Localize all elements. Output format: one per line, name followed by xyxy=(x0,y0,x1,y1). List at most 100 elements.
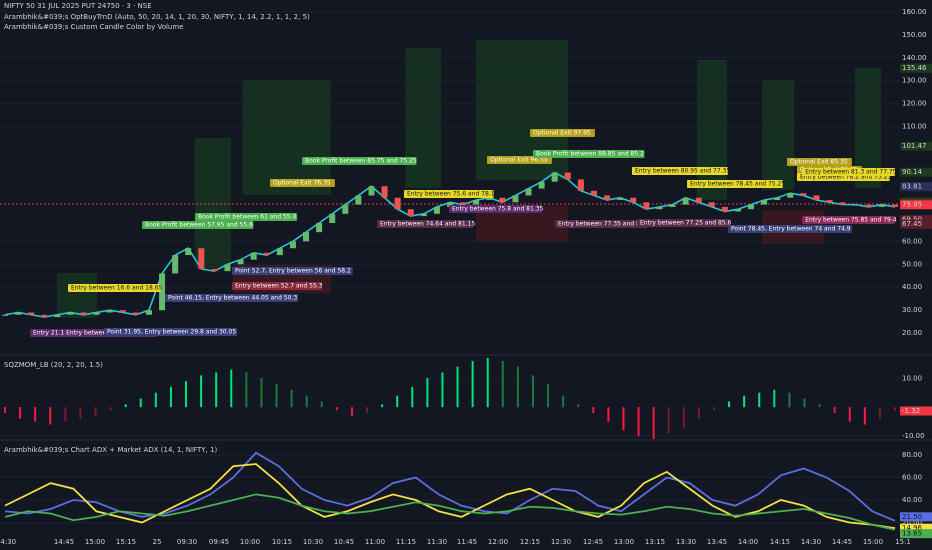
candle xyxy=(2,314,8,316)
momentum-bar xyxy=(79,407,82,419)
x-tick-label: 13:00 xyxy=(614,538,634,546)
momentum-bar xyxy=(94,407,97,416)
momentum-bar xyxy=(456,366,459,408)
price-label-bg xyxy=(900,219,932,229)
indicator-label: Arambhik&#039;s OptBuyTrnD (Auto, 50, 20… xyxy=(4,13,310,21)
price-label: 67.45 xyxy=(902,220,922,228)
y-tick-label: 30.00 xyxy=(902,306,922,314)
annotation: Entry between 77.35 and 81.2 xyxy=(558,221,650,228)
annotation: Entry 21.1 Entry between 21.45 and 23.6 xyxy=(33,330,158,337)
candle xyxy=(525,188,532,196)
momentum-bar xyxy=(758,392,761,408)
annotation: Book Profit between 57.95 and 55.6 xyxy=(145,222,253,229)
momentum-bar xyxy=(682,407,685,428)
y-tick-label: 150.00 xyxy=(902,31,927,39)
candle xyxy=(41,314,48,318)
price-label-bg xyxy=(900,215,932,225)
candle xyxy=(263,252,270,256)
candle xyxy=(800,193,807,196)
annotation: Point 52.7, Entry between 56 and 58.2 xyxy=(235,268,351,275)
pane-title: SQZMOM_LB (20, 2, 20, 1.5) xyxy=(4,361,103,369)
price-label: 83.81 xyxy=(902,183,922,191)
momentum-bar xyxy=(773,389,776,408)
x-tick-label: 15:1 xyxy=(895,538,911,546)
annotation: Optional Exit 96.55 xyxy=(490,157,548,164)
annotation-bg xyxy=(195,213,298,221)
candle xyxy=(695,197,702,203)
momentum-bar xyxy=(139,398,142,408)
candle xyxy=(303,232,310,242)
candle xyxy=(159,273,166,311)
momentum-bar xyxy=(19,407,22,419)
candle xyxy=(787,193,794,198)
annotation-bg xyxy=(270,179,335,187)
momentum-bar xyxy=(185,381,188,408)
momentum-bar xyxy=(335,407,338,411)
candle xyxy=(839,202,846,205)
x-tick-label: 25 xyxy=(153,538,162,546)
y-tick-label: 40.00 xyxy=(902,283,922,291)
candle xyxy=(499,197,506,203)
candle xyxy=(460,202,467,205)
momentum-bar xyxy=(320,401,323,408)
candle xyxy=(761,200,768,205)
momentum-bar xyxy=(411,386,414,408)
momentum-bar xyxy=(4,407,6,413)
annotation: Entry between 78.2 and 75.25 xyxy=(800,174,892,181)
candle xyxy=(237,259,244,265)
candle xyxy=(93,312,100,315)
y-tick-label: 20.00 xyxy=(902,519,922,527)
x-tick-label: 13:15 xyxy=(645,538,665,546)
candle xyxy=(630,197,637,203)
y-tick-label: 10.00 xyxy=(902,374,922,382)
candle xyxy=(289,241,296,249)
series-label: 14.96 xyxy=(902,524,923,532)
y-tick-label: 60.00 xyxy=(902,474,922,482)
annotation: Book Profit between 88.85 and 85.2 xyxy=(536,151,644,158)
symbol-title: NIFTY 50 31 JUL 2025 PUT 24750 · 3 · NSE xyxy=(4,2,152,10)
candle xyxy=(433,206,440,214)
candle xyxy=(211,268,218,272)
x-tick-label: 14:30 xyxy=(801,538,821,546)
candle xyxy=(813,195,820,201)
momentum-bar xyxy=(109,407,112,411)
indicator-label: Arambhik&#039;s Custom Candle Color by V… xyxy=(4,23,184,31)
annotation-bg xyxy=(802,168,895,176)
price-label-bg xyxy=(900,182,932,192)
annotation: Entry between 75.85 and 79.4 xyxy=(805,217,897,224)
momentum-bar xyxy=(652,407,655,439)
candle xyxy=(54,314,61,318)
momentum-bar xyxy=(200,375,203,408)
x-tick-label: 10:30 xyxy=(303,538,323,546)
momentum-bar xyxy=(863,407,866,425)
y-tick-label: 130.00 xyxy=(902,77,927,85)
y-tick-label: 110.00 xyxy=(902,123,927,131)
profit-zone xyxy=(243,80,331,195)
x-tick-label: 14:45 xyxy=(54,538,74,546)
y-tick-label: 20.00 xyxy=(902,329,922,337)
momentum-bar xyxy=(697,407,700,419)
momentum-bar xyxy=(124,404,127,408)
momentum-bar xyxy=(547,384,550,408)
candle xyxy=(15,312,22,315)
annotation: Entry between 16.6 and 18.65 xyxy=(71,285,163,292)
candle xyxy=(643,202,650,210)
momentum-bar xyxy=(426,378,429,408)
momentum-bar xyxy=(667,407,670,434)
candle xyxy=(577,179,584,191)
momentum-bar xyxy=(396,395,399,408)
momentum-bar xyxy=(275,384,278,408)
candle xyxy=(119,310,126,313)
y-tick-label: 160.00 xyxy=(902,8,927,16)
candle xyxy=(276,248,283,256)
price-label-bg xyxy=(900,406,932,416)
candle xyxy=(394,197,401,210)
candle xyxy=(407,209,414,217)
y-tick-label: 140.00 xyxy=(902,54,927,62)
annotation-bg xyxy=(728,225,852,233)
annotation: Point 46.15, Entry between 44.05 and 50.… xyxy=(168,295,297,302)
annotation-bg xyxy=(637,219,730,227)
annotation: Point 78.45, Entry between 74 and 74.9 xyxy=(731,226,851,233)
momentum-bar xyxy=(878,407,881,419)
